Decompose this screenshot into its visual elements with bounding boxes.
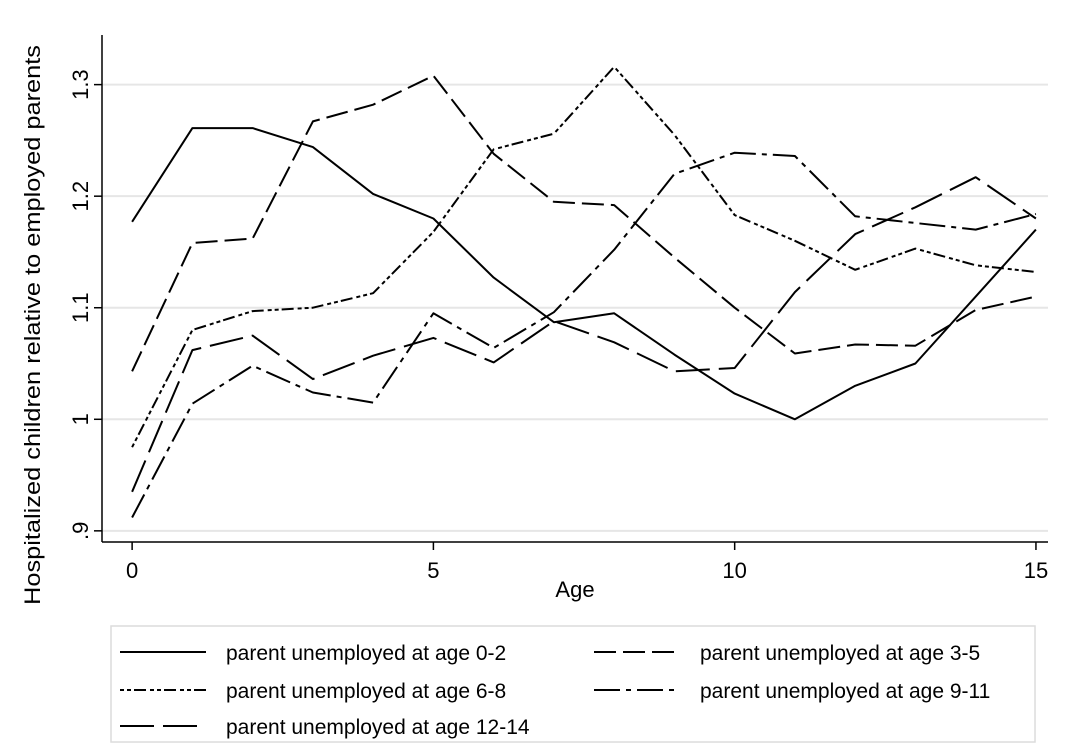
y-tick-label: 1.1 xyxy=(68,292,93,323)
legend-label: parent unemployed at age 12-14 xyxy=(226,716,530,739)
legend-label: parent unemployed at age 3-5 xyxy=(700,642,980,665)
y-tick-label: 1 xyxy=(68,413,93,425)
legend: parent unemployed at age 0-2 parent unemp… xyxy=(110,625,1036,743)
x-axis-title: Age xyxy=(555,577,594,602)
series-line xyxy=(131,127,1037,421)
x-tick-label: 10 xyxy=(722,558,746,583)
y-axis-title: Hospitalized children relative to employ… xyxy=(20,45,45,605)
gridlines xyxy=(102,83,1048,532)
y-tick-label: 1.3 xyxy=(68,69,93,100)
series-line xyxy=(131,74,1037,372)
y-tick-label: 1.2 xyxy=(68,181,93,212)
axes: .9 1 1.1 1.2 1.3 0 5 10 15 xyxy=(68,35,1048,583)
x-tick-label: 15 xyxy=(1024,558,1048,583)
y-tick-label: .9 xyxy=(68,522,93,540)
series-line xyxy=(131,176,1037,493)
series-lines xyxy=(131,65,1037,518)
x-tick-label: 5 xyxy=(427,558,439,583)
legend-box xyxy=(110,625,1036,743)
legend-label: parent unemployed at age 6-8 xyxy=(226,680,506,703)
legend-label: parent unemployed at age 9-11 xyxy=(700,680,990,703)
series-line xyxy=(131,65,1037,448)
x-tick-label: 0 xyxy=(126,558,138,583)
legend-label: parent unemployed at age 0-2 xyxy=(226,642,506,665)
